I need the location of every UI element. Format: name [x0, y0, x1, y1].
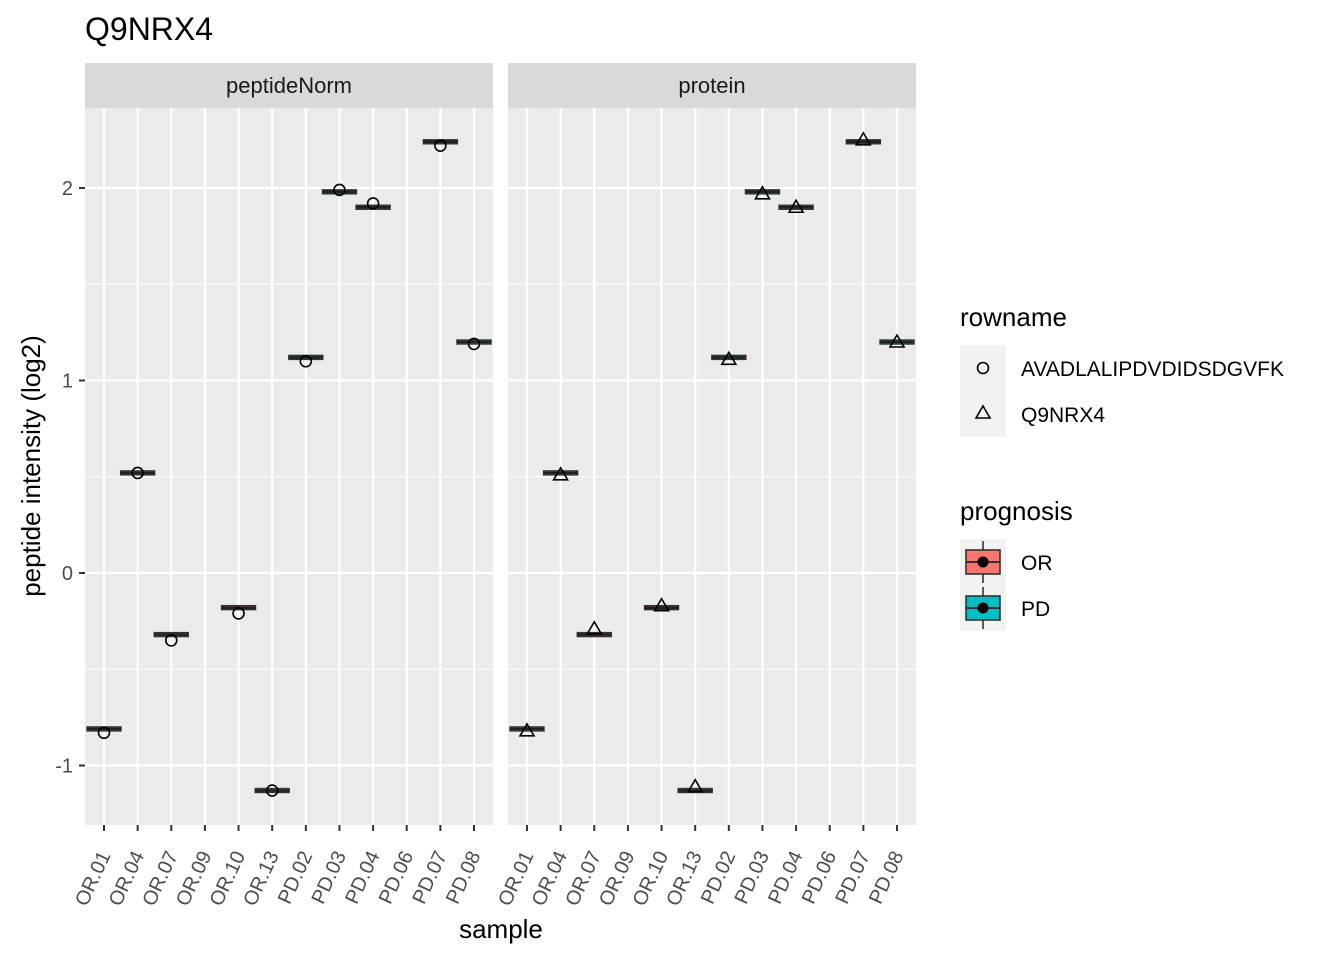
facet-panel-protein: proteinOR.01OR.04OR.07OR.09OR.10OR.13PD.… [494, 63, 916, 910]
legend-label-rowname-1: Q9NRX4 [1021, 404, 1105, 427]
point-circle-PD.04 [366, 197, 380, 210]
point-triangle-PD.08 [888, 333, 906, 348]
point-triangle-OR.13 [686, 778, 704, 793]
facet-panel-peptideNorm: peptideNormOR.01OR.04OR.07OR.09OR.10OR.1… [71, 63, 493, 910]
legend-label-rowname-0: AVADLALIPDVDIDSDGVFK [1021, 358, 1284, 381]
point-triangle-PD.04 [787, 198, 805, 214]
facet-strip-label: peptideNorm [226, 73, 352, 98]
legend-triangle-key [974, 404, 992, 419]
panels: peptideNormOR.01OR.04OR.07OR.09OR.10OR.1… [55, 63, 916, 910]
facet-strip [85, 63, 493, 108]
y-axis-title: peptide intensity (log2) [16, 335, 46, 597]
point-triangle-PD.07 [854, 131, 872, 146]
point-triangle-OR.04 [552, 466, 570, 481]
legend-title-rowname: rowname [960, 302, 1067, 332]
y-tick-label: 2 [62, 178, 73, 200]
point-triangle-PD.03 [754, 185, 771, 200]
point-circle-PD.03 [333, 183, 346, 197]
legend: rowname AVADLALIPDVDIDSDGVFK Q9NRX4 prog… [960, 302, 1284, 631]
chart-title: Q9NRX4 [85, 11, 213, 47]
point-circle-OR.07 [164, 634, 178, 647]
legend-label-prognosis-1: PD [1021, 598, 1050, 621]
panel-background [85, 108, 493, 825]
legend-dot [977, 602, 989, 614]
point-circle-OR.10 [232, 607, 245, 620]
point-circle-PD.02 [299, 354, 313, 368]
legend-prognosis-keys: OR PD [960, 539, 1053, 631]
legend-label-prognosis-0: OR [1021, 552, 1053, 575]
y-tick-label: -1 [55, 756, 73, 778]
facet-strip-label: protein [678, 73, 745, 98]
legend-dot [977, 556, 989, 568]
facet-strip [508, 63, 916, 108]
legend-title-prognosis: prognosis [960, 496, 1073, 526]
point-triangle-PD.02 [720, 350, 738, 366]
point-circle-OR.13 [265, 784, 279, 797]
point-circle-PD.07 [434, 139, 447, 152]
legend-key-bg [960, 391, 1006, 437]
point-triangle-OR.10 [653, 597, 670, 612]
x-axis-title: sample [459, 914, 543, 944]
y-tick-label: 1 [62, 371, 73, 393]
point-circle-PD.08 [467, 337, 481, 351]
point-triangle-OR.07 [585, 620, 603, 635]
legend-key-bg [960, 345, 1006, 391]
point-circle-OR.01 [97, 726, 111, 740]
panel-background [508, 108, 916, 825]
point-triangle-OR.01 [518, 722, 536, 737]
y-tick-label: 0 [62, 563, 73, 585]
point-circle-OR.04 [131, 466, 144, 480]
legend-circle-key [976, 361, 990, 375]
